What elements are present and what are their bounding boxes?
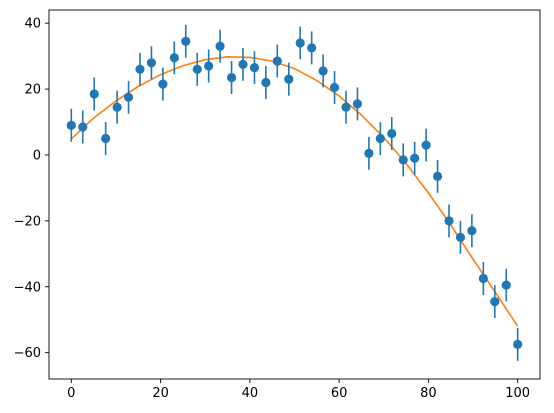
data-point [307, 43, 317, 53]
axes-frame [48, 9, 541, 380]
data-point [513, 339, 523, 350]
data-point [387, 128, 397, 139]
data-point [66, 120, 76, 130]
y-tick-label: −20 [14, 214, 41, 229]
data-point [158, 79, 168, 89]
plot-area [66, 24, 523, 361]
data-point [249, 63, 260, 73]
data-point [204, 61, 214, 71]
data-point [123, 92, 134, 102]
data-point [284, 74, 294, 84]
data-point [238, 59, 248, 69]
x-tick-label: 60 [331, 386, 348, 401]
data-point [341, 102, 351, 112]
data-point [169, 53, 179, 63]
fit-curve-line [70, 55, 519, 327]
data-point [444, 216, 454, 226]
data-point [329, 82, 340, 93]
x-tick-label: 100 [505, 386, 530, 401]
y-tick-label: −60 [14, 346, 41, 361]
data-point [467, 226, 477, 236]
data-point [352, 99, 363, 109]
data-point [295, 38, 305, 48]
data-point [78, 122, 88, 132]
data-point [181, 36, 191, 46]
data-point [501, 280, 511, 290]
x-tick-label: 80 [420, 386, 437, 401]
data-point [135, 64, 145, 74]
data-point [432, 171, 443, 181]
data-point [478, 273, 488, 284]
y-tick-label: 20 [24, 83, 41, 98]
x-tick-label: 20 [152, 386, 169, 401]
data-point [146, 58, 157, 68]
y-tick-label: −40 [14, 280, 41, 295]
data-point [192, 64, 202, 74]
data-point [364, 148, 374, 158]
data-point [261, 77, 271, 88]
data-point [272, 56, 282, 66]
data-point [101, 133, 111, 144]
y-tick-label: 40 [24, 17, 41, 32]
data-point [410, 153, 420, 163]
data-point [421, 140, 431, 150]
axes: 0 20 40 60 80 100 −60 −40 −20 0 20 40 [14, 17, 531, 401]
data-point [490, 296, 500, 307]
data-point [89, 89, 99, 99]
x-tick-label: 0 [67, 386, 75, 401]
data-point [215, 41, 225, 51]
data-point [375, 133, 385, 144]
data-point [112, 102, 122, 112]
data-point [226, 72, 237, 83]
data-point [398, 155, 408, 165]
x-tick-label: 40 [242, 386, 259, 401]
data-point [318, 66, 328, 76]
y-tick-label: 0 [33, 148, 41, 163]
data-point [455, 232, 466, 242]
